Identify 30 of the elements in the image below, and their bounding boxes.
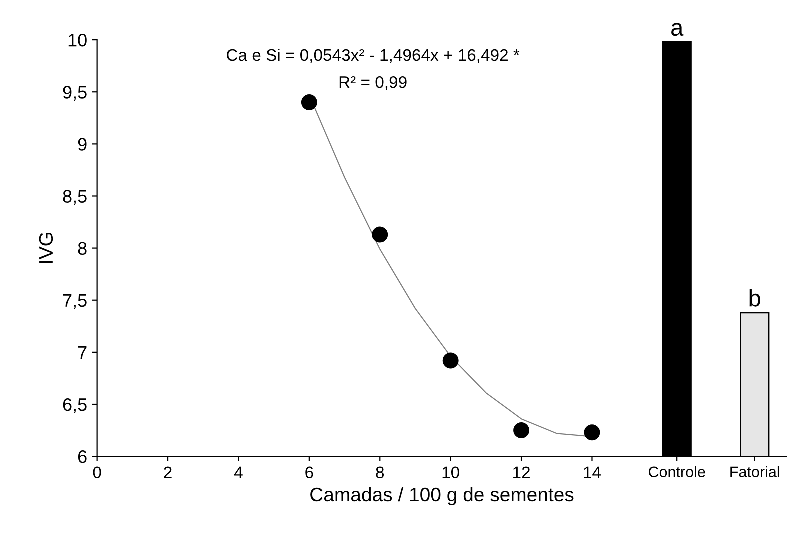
- x-tick-label: 4: [234, 466, 243, 478]
- point: [372, 226, 388, 243]
- x-tick-label: 2: [164, 466, 172, 478]
- x-tick-label: 12: [514, 466, 530, 478]
- y-tick-label: 6,5: [63, 398, 87, 414]
- y-tick-label: 6: [78, 450, 87, 464]
- y-tick-label: 7: [78, 346, 87, 359]
- y-tick-label: 8,5: [63, 190, 87, 206]
- annotation: Ca e Si = 0,0543x² - 1,4964x + 16,492 *: [227, 48, 520, 64]
- y-axis-title: IVG: [39, 233, 54, 264]
- y-tick-label: 8: [78, 242, 87, 256]
- point: [442, 352, 459, 369]
- y-tick-label: 7,5: [63, 294, 87, 310]
- point: [514, 422, 530, 439]
- x-axis-title: Camadas / 100 g de sementes: [310, 487, 574, 506]
- point: [301, 94, 318, 111]
- x-tick-label: 10: [442, 466, 460, 479]
- annotation: R² = 0,99: [340, 76, 407, 90]
- y-tick-label: 9: [78, 138, 87, 151]
- point: [584, 424, 600, 441]
- x-tick-label: 6: [306, 466, 314, 479]
- x-tick-label: Controle: [648, 466, 706, 478]
- y-tick-label: 9,5: [63, 86, 87, 101]
- y-tick-label: 10: [68, 34, 87, 47]
- x-tick-label: 8: [376, 466, 384, 479]
- x-tick-label: 0: [93, 466, 102, 479]
- annotation: b: [750, 289, 760, 307]
- x-tick-label: 14: [584, 466, 602, 478]
- annotation: a: [672, 23, 684, 36]
- x-tick-label: Fatorial: [730, 466, 780, 478]
